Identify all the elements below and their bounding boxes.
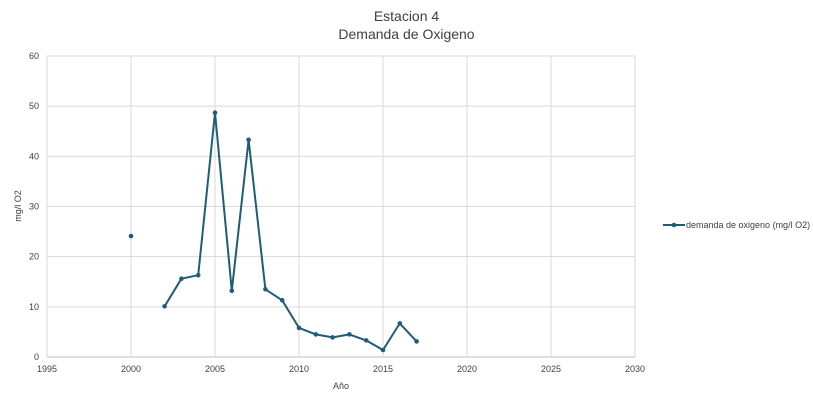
series-line <box>163 111 418 351</box>
x-tick-label: 2015 <box>373 364 393 374</box>
x-tick-label: 2020 <box>457 364 477 374</box>
y-tick-label: 30 <box>29 202 39 212</box>
x-tick-label: 2000 <box>121 364 141 374</box>
chart-subtitle: Demanda de Oxigeno <box>338 26 475 42</box>
y-tick-label: 20 <box>29 252 39 262</box>
y-axis-label: mg/l O2 <box>13 190 23 222</box>
data-point <box>162 304 167 309</box>
y-tick-label: 10 <box>29 302 39 312</box>
data-point <box>330 335 335 340</box>
data-point <box>363 338 369 343</box>
data-point <box>397 321 403 326</box>
data-point <box>313 332 319 337</box>
data-point <box>179 276 184 282</box>
legend: demanda de oxigeno (mg/l O2) <box>663 220 810 230</box>
x-axis-ticks: 1995 2000 2005 2010 2015 2020 2025 2030 <box>37 364 645 374</box>
x-tick-label: 2025 <box>541 364 561 374</box>
data-point <box>279 298 285 303</box>
x-axis-label: Año <box>333 381 349 391</box>
y-axis-ticks: 0 10 20 30 40 50 60 <box>29 51 39 362</box>
x-tick-label: 2005 <box>205 364 225 374</box>
data-point <box>229 288 235 294</box>
legend-entry-label: demanda de oxigeno (mg/l O2) <box>686 220 810 230</box>
data-point <box>212 110 218 115</box>
data-series <box>128 110 419 353</box>
y-tick-label: 40 <box>29 151 39 161</box>
data-point <box>263 287 268 292</box>
x-tick-label: 2030 <box>625 364 645 374</box>
data-point <box>296 325 302 331</box>
data-point <box>195 272 201 278</box>
x-tick-label: 2010 <box>289 364 309 374</box>
y-tick-label: 60 <box>29 51 39 61</box>
data-point <box>380 347 386 353</box>
data-point <box>347 332 352 337</box>
x-tick-label: 1995 <box>37 364 57 374</box>
gridlines <box>46 55 636 358</box>
data-point <box>128 233 134 239</box>
chart-title: Estacion 4 <box>373 8 440 24</box>
legend-point-marker <box>671 222 677 228</box>
y-tick-label: 50 <box>29 101 39 111</box>
y-tick-label: 0 <box>34 352 39 362</box>
data-point <box>414 339 419 344</box>
data-point <box>246 137 251 143</box>
